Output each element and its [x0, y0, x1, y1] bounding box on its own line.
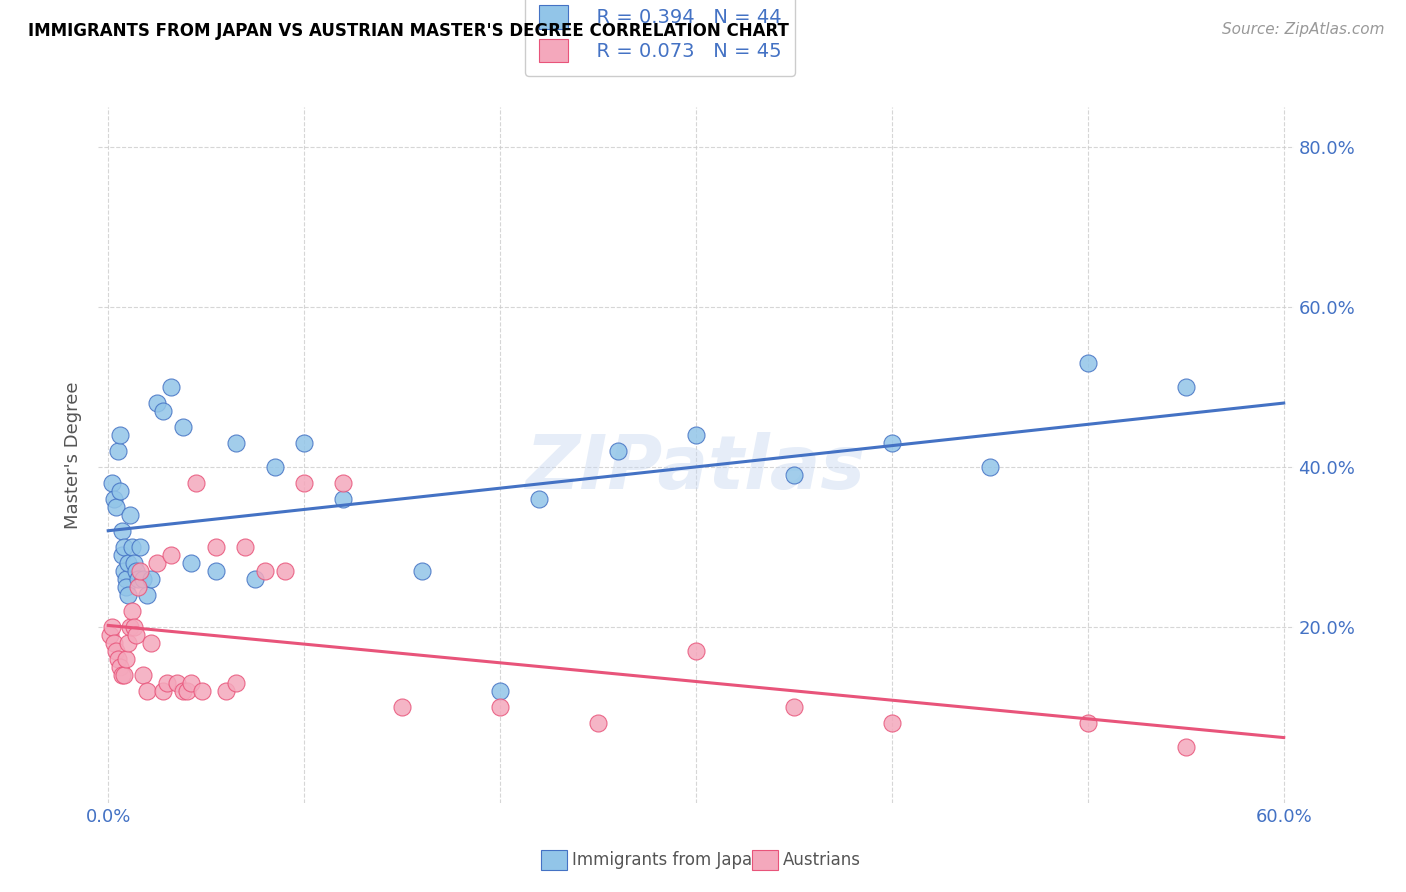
Point	[205, 564, 228, 578]
Point	[111, 668, 134, 682]
Point	[117, 588, 139, 602]
Point	[166, 676, 188, 690]
Text: Source: ZipAtlas.com: Source: ZipAtlas.com	[1222, 22, 1385, 37]
Point	[880, 436, 903, 450]
Point	[489, 699, 512, 714]
Point	[176, 683, 198, 698]
Point	[1174, 380, 1197, 394]
Point	[529, 491, 551, 506]
Point	[112, 540, 135, 554]
Point	[191, 683, 214, 698]
Point	[141, 636, 163, 650]
Point	[117, 556, 139, 570]
Point	[107, 444, 129, 458]
Point	[783, 467, 806, 482]
Point	[685, 644, 707, 658]
Point	[332, 491, 354, 506]
Point	[101, 620, 124, 634]
Point	[115, 580, 138, 594]
Point	[115, 652, 138, 666]
Point	[172, 420, 194, 434]
Point	[1077, 715, 1099, 730]
Point	[411, 564, 433, 578]
Text: ZIPatlas: ZIPatlas	[526, 433, 866, 506]
Point	[105, 644, 128, 658]
Point	[292, 436, 315, 450]
Point	[783, 699, 806, 714]
Point	[132, 572, 155, 586]
Point	[235, 540, 257, 554]
Point	[136, 588, 159, 602]
Point	[606, 444, 628, 458]
Point	[225, 676, 247, 690]
Point	[108, 483, 131, 498]
Point	[122, 556, 145, 570]
Point	[880, 715, 903, 730]
Point	[127, 580, 149, 594]
Point	[103, 491, 125, 506]
Point	[124, 628, 146, 642]
Point	[118, 620, 141, 634]
Text: Austrians: Austrians	[783, 851, 860, 869]
Point	[121, 604, 143, 618]
Point	[186, 475, 208, 490]
Point	[141, 572, 163, 586]
Point	[128, 564, 150, 578]
Point	[146, 396, 169, 410]
Point	[98, 628, 121, 642]
Point	[127, 572, 149, 586]
Point	[179, 556, 201, 570]
Point	[243, 572, 266, 586]
Point	[160, 380, 183, 394]
Point	[118, 508, 141, 522]
Point	[115, 572, 138, 586]
Point	[101, 475, 124, 490]
Point	[172, 683, 194, 698]
Y-axis label: Master's Degree: Master's Degree	[65, 381, 83, 529]
Point	[108, 428, 131, 442]
Point	[586, 715, 609, 730]
Point	[108, 660, 131, 674]
Point	[685, 428, 707, 442]
Point	[117, 636, 139, 650]
Point	[160, 548, 183, 562]
Point	[489, 683, 512, 698]
Point	[263, 459, 285, 474]
Point	[152, 683, 174, 698]
Point	[121, 540, 143, 554]
Point	[152, 404, 174, 418]
Point	[128, 540, 150, 554]
Point	[136, 683, 159, 698]
Point	[332, 475, 354, 490]
Point	[156, 676, 179, 690]
Point	[979, 459, 1001, 474]
Point	[215, 683, 238, 698]
Point	[179, 676, 201, 690]
Point	[111, 524, 134, 538]
Point	[105, 500, 128, 514]
Point	[292, 475, 315, 490]
Point	[253, 564, 276, 578]
Point	[111, 548, 134, 562]
Text: IMMIGRANTS FROM JAPAN VS AUSTRIAN MASTER'S DEGREE CORRELATION CHART: IMMIGRANTS FROM JAPAN VS AUSTRIAN MASTER…	[28, 22, 789, 40]
Point	[146, 556, 169, 570]
Point	[132, 668, 155, 682]
Text: Immigrants from Japan: Immigrants from Japan	[572, 851, 763, 869]
Point	[112, 564, 135, 578]
Point	[107, 652, 129, 666]
Point	[124, 564, 146, 578]
Point	[273, 564, 295, 578]
Point	[1174, 739, 1197, 754]
Point	[391, 699, 413, 714]
Point	[103, 636, 125, 650]
Point	[112, 668, 135, 682]
Point	[122, 620, 145, 634]
Point	[205, 540, 228, 554]
Point	[225, 436, 247, 450]
Legend:   R = 0.394   N = 44,   R = 0.073   N = 45: R = 0.394 N = 44, R = 0.073 N = 45	[526, 0, 794, 76]
Point	[1077, 356, 1099, 370]
